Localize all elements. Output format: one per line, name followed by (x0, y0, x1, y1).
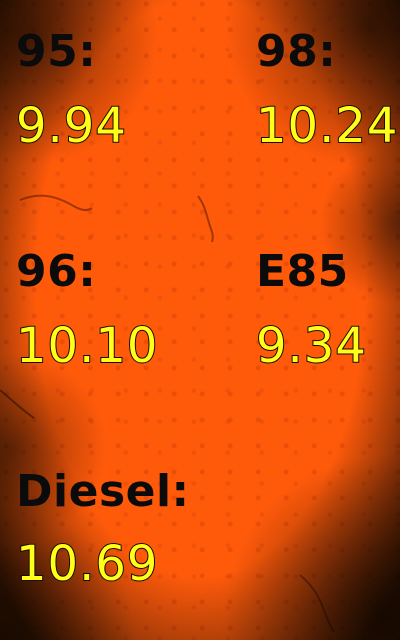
fuel-label-96: 96: (16, 246, 97, 297)
fuel-price-98: 10.24 (255, 98, 399, 154)
fuel-price-95: 9.94 (15, 98, 127, 154)
fuel-label-95: 95: (16, 26, 97, 77)
fuel-price-96: 10.10 (15, 318, 159, 374)
fuel-label-diesel: Diesel: (16, 466, 190, 517)
fuel-label-e85: E85 (256, 246, 349, 297)
fuel-label-98: 98: (256, 26, 337, 77)
fuel-price-diesel: 10.69 (15, 536, 159, 592)
fuel-price-e85: 9.34 (255, 318, 367, 374)
